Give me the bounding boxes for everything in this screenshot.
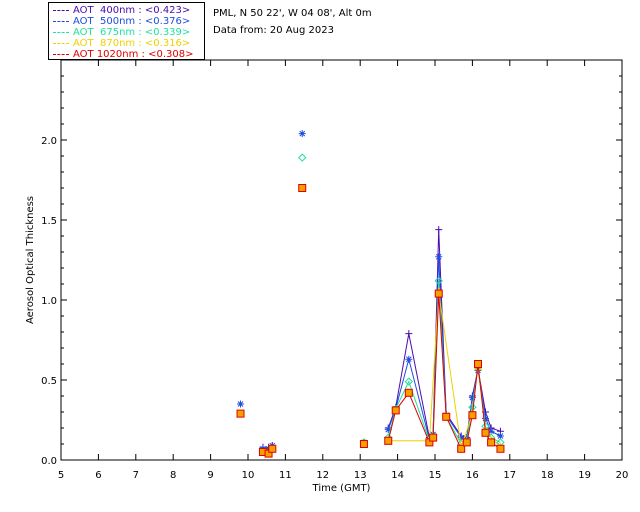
x-tick-label: 19 <box>578 470 591 481</box>
legend-item-675: AOT 675nm : <0.339> <box>53 27 190 38</box>
y-tick-label: 1.5 <box>41 216 57 227</box>
data-point-4 <box>391 406 400 415</box>
data-point-4 <box>384 436 393 445</box>
legend-swatch-870 <box>53 42 69 44</box>
legend-swatch-400 <box>53 9 69 11</box>
data-point-1 <box>487 427 495 435</box>
series-line-0 <box>387 229 501 439</box>
data-point-1 <box>298 130 306 138</box>
legend-swatch-500 <box>53 20 69 22</box>
x-tick-label: 6 <box>95 470 101 481</box>
data-point-4 <box>442 412 451 421</box>
data-point-4 <box>468 411 477 420</box>
x-tick-label: 7 <box>133 470 139 481</box>
y-tick-label: 0.5 <box>41 376 57 387</box>
legend-label-870: AOT 870nm : <0.316> <box>73 38 191 49</box>
data-point-1 <box>457 434 465 442</box>
plot-frame <box>60 59 623 461</box>
x-tick-label: 5 <box>58 470 64 481</box>
data-point-4 <box>268 444 277 453</box>
data-point-1 <box>468 394 476 402</box>
x-tick-label: 13 <box>354 470 367 481</box>
legend-label-500: AOT 500nm : <0.376> <box>73 16 191 27</box>
legend-item-1020: AOT 1020nm : <0.308> <box>53 49 193 60</box>
x-tick-label: 17 <box>503 470 516 481</box>
data-point-4 <box>457 444 466 453</box>
data-point-4 <box>404 388 413 397</box>
x-tick-label: 9 <box>207 470 213 481</box>
legend-label-675: AOT 675nm : <0.339> <box>73 27 191 38</box>
y-axis-label: Aerosol Optical Thickness <box>25 196 36 324</box>
series-line-1 <box>387 256 501 441</box>
legend-label-1020: AOT 1020nm : <0.308> <box>73 49 194 60</box>
legend-item-500: AOT 500nm : <0.376> <box>53 16 190 27</box>
legend-swatch-1020 <box>53 53 69 55</box>
legend-label-400: AOT 400nm : <0.423> <box>73 5 191 16</box>
data-point-4 <box>487 438 496 447</box>
legend-item-870: AOT 870nm : <0.316> <box>53 38 190 49</box>
data-point-4 <box>359 440 368 448</box>
legend-item-400: AOT 400nm : <0.423> <box>53 5 190 16</box>
x-tick-label: 11 <box>279 470 292 481</box>
x-tick-label: 15 <box>429 470 442 481</box>
x-tick-label: 10 <box>242 470 255 481</box>
x-tick-label: 16 <box>466 470 479 481</box>
data-point-0 <box>405 330 413 338</box>
data-point-4 <box>481 428 490 437</box>
data-point-2 <box>404 377 414 386</box>
data-point-2 <box>434 276 443 286</box>
data-point-4 <box>298 184 307 192</box>
x-tick-label: 20 <box>616 470 629 481</box>
legend: AOT 400nm : <0.423> AOT 500nm : <0.376> … <box>48 2 205 60</box>
x-tick-label: 12 <box>316 470 329 481</box>
y-tick-label: 1.0 <box>41 296 57 307</box>
x-tick-label: 8 <box>170 470 176 481</box>
y-tick-label: 0.0 <box>41 456 57 467</box>
data-point-1 <box>481 414 489 422</box>
data-point-4 <box>474 360 483 368</box>
series-line-4 <box>387 293 501 450</box>
data-point-2 <box>298 153 307 162</box>
legend-swatch-675 <box>53 31 69 33</box>
data-point-0 <box>435 226 443 234</box>
data-point-4 <box>236 409 245 418</box>
data-point-4 <box>462 438 471 447</box>
data-point-1 <box>435 253 443 261</box>
x-tick-label: 14 <box>391 470 404 481</box>
data-point-1 <box>237 400 245 408</box>
data-point-1 <box>384 426 392 434</box>
x-tick-label: 18 <box>541 470 554 481</box>
x-axis-label: Time (GMT) <box>312 483 371 494</box>
site-info: PML, N 50 22', W 04 08', Alt 0m <box>213 8 372 19</box>
date-info: Data from: 20 Aug 2023 <box>213 25 334 36</box>
data-point-4 <box>429 433 438 442</box>
data-point-4 <box>434 289 443 298</box>
data-point-1 <box>496 432 504 440</box>
y-tick-label: 2.0 <box>41 136 57 147</box>
data-point-4 <box>496 444 505 453</box>
data-point-1 <box>405 355 413 363</box>
